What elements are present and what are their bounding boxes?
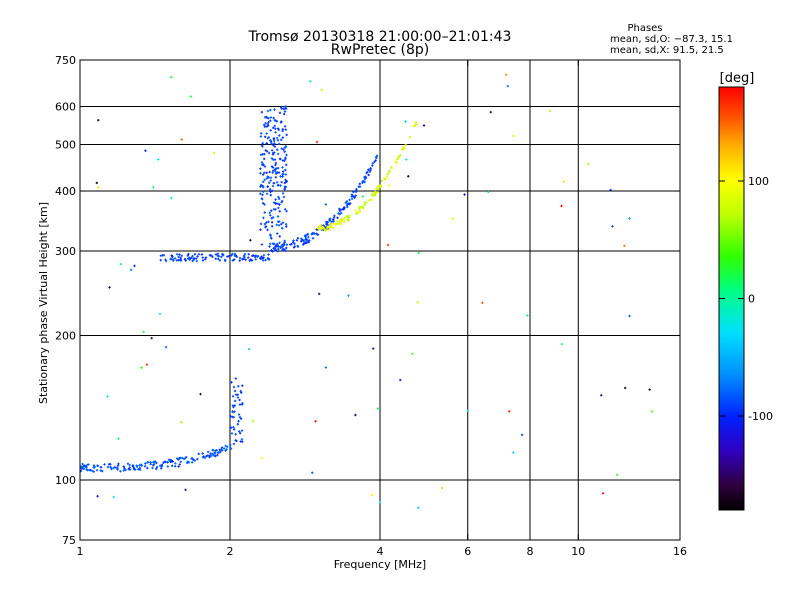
colorbar-unit: [deg] [720, 71, 755, 86]
colorbar-tick-label-100: 100 [748, 175, 769, 188]
colorbar-tick-label--100: -100 [748, 410, 773, 423]
y-tick-label-500: 500 [55, 139, 76, 152]
y-tick-label-300: 300 [55, 245, 76, 258]
grid-lines [80, 60, 680, 540]
x-axis-label: Frequency [MHz] [334, 558, 426, 571]
y-tick-label-600: 600 [55, 101, 76, 114]
axes: 1 2 4 6 8 10 16 75 100 200 300 400 500 600 750 [55, 54, 687, 558]
colorbar-ticks: 100 0 -100 [719, 175, 773, 423]
y-tick-label-100: 100 [55, 474, 76, 487]
phases-x-stats: mean, sd,X: 91.5, 21.5 [610, 45, 724, 56]
y-axis-label: Stationary phase Virtual Height [km] [37, 202, 50, 404]
y-tick-label-750: 750 [55, 54, 76, 67]
chart-title: Tromsø 20130318 21:00:00–21:01:43 [248, 29, 512, 45]
x-tick-label-2: 2 [227, 545, 234, 558]
phases-title: Phases [627, 23, 662, 34]
y-tick-label-400: 400 [55, 185, 76, 198]
x-tick-label-4: 4 [377, 545, 384, 558]
x-tick-label-6: 6 [464, 545, 471, 558]
y-tick-label-200: 200 [55, 330, 76, 343]
scatter-points [79, 73, 654, 509]
x-tick-label-8: 8 [527, 545, 534, 558]
chart-subtitle: RwPretec (8p) [331, 42, 429, 58]
x-tick-label-10: 10 [571, 545, 585, 558]
colorbar-tick-label-0: 0 [748, 293, 755, 306]
x-tick-label-16: 16 [673, 545, 687, 558]
y-tick-label-75: 75 [62, 534, 76, 547]
phases-o-stats: mean, sd,O: −87.3, 15.1 [610, 34, 733, 45]
x-tick-label-1: 1 [77, 545, 84, 558]
